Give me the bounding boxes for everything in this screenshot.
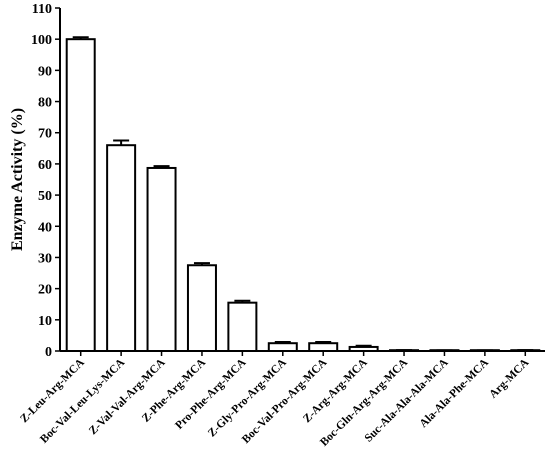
bar	[267, 342, 298, 353]
y-tick-label: 60	[38, 158, 52, 173]
x-tick-label: Pro-Phe-Arg-MCA	[173, 356, 249, 432]
bar	[146, 166, 177, 352]
x-axis-tick-labels: Z-Leu-Arg-MCABoc-Val-Leu-Lys-MCAZ-Val-Va…	[18, 351, 532, 449]
y-tick-label: 0	[45, 345, 52, 360]
bar	[186, 264, 217, 352]
error-bars	[72, 36, 534, 352]
y-tick-label: 20	[38, 283, 52, 298]
y-tick-label: 90	[38, 64, 52, 79]
y-tick-label: 30	[38, 251, 52, 266]
bar	[308, 342, 339, 353]
y-tick-label: 80	[38, 96, 52, 111]
y-tick-label: 10	[38, 314, 52, 329]
y-axis-ticks: 0 10 20 30 40 50 60 70 80 90 100 110	[31, 2, 60, 360]
x-tick-label: Z-Val-Val-Arg-MCA	[87, 356, 168, 437]
bar	[65, 38, 96, 352]
bars	[65, 38, 541, 353]
x-tick-label: Z-Gly-Pro-Arg-MCA	[206, 356, 289, 439]
bar	[227, 301, 258, 352]
x-tick-label: Arg-MCA	[487, 356, 532, 401]
y-tick-label: 100	[31, 33, 52, 48]
bar	[106, 144, 137, 352]
y-tick-label: 70	[38, 127, 52, 142]
y-tick-label: 50	[38, 189, 52, 204]
y-tick-label: 110	[32, 2, 52, 17]
x-tick-label: Ala-Ala-Phe-MCA	[417, 356, 491, 430]
y-axis-title: Enzyme Activity (%)	[9, 108, 26, 251]
y-tick-label: 40	[38, 220, 52, 235]
